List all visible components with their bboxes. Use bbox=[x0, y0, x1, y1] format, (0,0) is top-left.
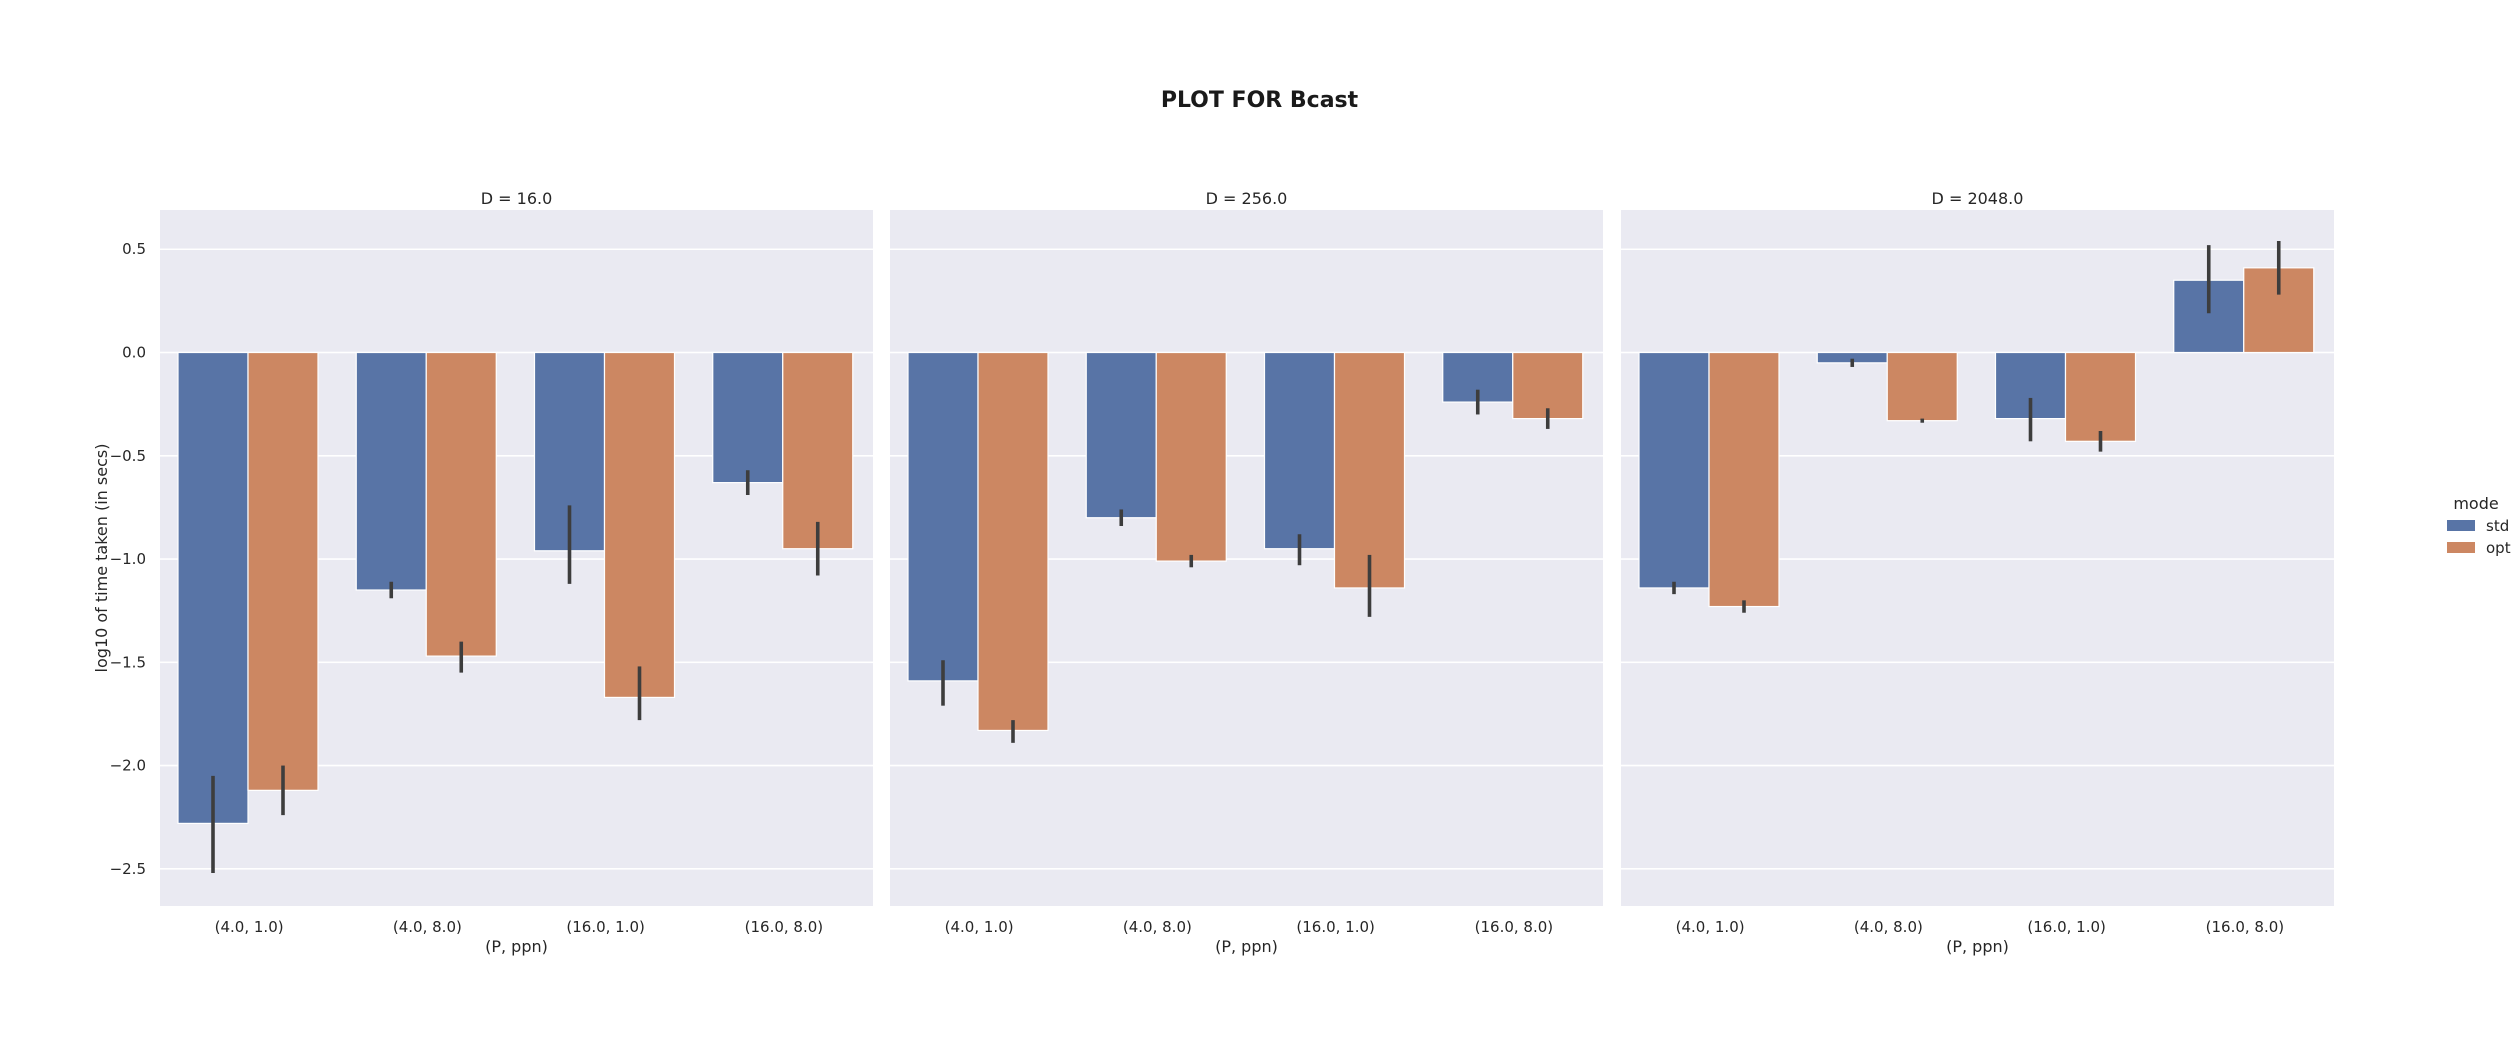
bar-opt-3 bbox=[1333, 351, 1406, 589]
facet-title-2: D = 256.0 bbox=[1206, 189, 1288, 208]
x-tick-label: (16.0, 8.0) bbox=[745, 918, 824, 936]
bar-opt-2 bbox=[1886, 351, 1958, 422]
legend-label-std: std bbox=[2486, 517, 2509, 535]
x-tick-label: (16.0, 1.0) bbox=[566, 918, 645, 936]
legend-swatch-std bbox=[2447, 520, 2475, 531]
x-tick-label: (16.0, 1.0) bbox=[2027, 918, 2106, 936]
bar-opt-2 bbox=[1155, 351, 1227, 562]
x-tick-label: (16.0, 1.0) bbox=[1296, 918, 1375, 936]
x-tick-label: (4.0, 1.0) bbox=[215, 918, 284, 936]
legend-swatch-opt bbox=[2447, 542, 2475, 553]
y-tick-label: −0.5 bbox=[110, 447, 146, 465]
x-tick-label: (4.0, 1.0) bbox=[1676, 918, 1745, 936]
facet-title-3: D = 2048.0 bbox=[1932, 189, 2024, 208]
bar-std-1 bbox=[1638, 351, 1710, 589]
x-tick-label: (16.0, 8.0) bbox=[2206, 918, 2285, 936]
bar-std-1 bbox=[177, 351, 249, 824]
x-tick-label: (4.0, 8.0) bbox=[1123, 918, 1192, 936]
bar-opt-4 bbox=[1512, 351, 1584, 420]
bar-opt-4 bbox=[782, 351, 854, 550]
x-axis-label: (P, ppn) bbox=[485, 937, 548, 956]
y-tick-label: 0.5 bbox=[122, 240, 146, 258]
bar-std-4 bbox=[712, 351, 784, 484]
bar-std-3 bbox=[1263, 351, 1336, 550]
bar-opt-1 bbox=[247, 351, 319, 791]
legend-label-opt: opt bbox=[2486, 539, 2511, 557]
bar-opt-2 bbox=[425, 351, 497, 657]
bar-std-2 bbox=[1085, 351, 1157, 519]
bar-opt-1 bbox=[977, 351, 1049, 732]
y-tick-label: −2.5 bbox=[110, 860, 146, 878]
bar-opt-3 bbox=[603, 351, 676, 699]
x-tick-label: (4.0, 8.0) bbox=[1854, 918, 1923, 936]
y-tick-label: −1.5 bbox=[110, 653, 146, 671]
x-tick-label: (4.0, 1.0) bbox=[945, 918, 1014, 936]
chart-title: PLOT FOR Bcast bbox=[1160, 88, 1359, 113]
bar-std-1 bbox=[907, 351, 979, 682]
y-tick-label: −1.0 bbox=[110, 550, 146, 568]
x-tick-label: (4.0, 8.0) bbox=[393, 918, 462, 936]
bar-opt-1 bbox=[1708, 351, 1780, 608]
x-axis-label: (P, ppn) bbox=[1946, 937, 2009, 956]
y-axis-label: log10 of time taken (in secs) bbox=[92, 444, 111, 673]
y-tick-label: 0.0 bbox=[122, 344, 146, 362]
y-tick-label: −2.0 bbox=[110, 757, 146, 775]
facet-title-1: D = 16.0 bbox=[481, 189, 553, 208]
x-tick-label: (16.0, 8.0) bbox=[1475, 918, 1554, 936]
x-axis-label: (P, ppn) bbox=[1215, 937, 1278, 956]
legend-title: mode bbox=[2453, 494, 2498, 513]
bar-std-2 bbox=[355, 351, 427, 591]
bar-opt-3 bbox=[2064, 351, 2137, 442]
